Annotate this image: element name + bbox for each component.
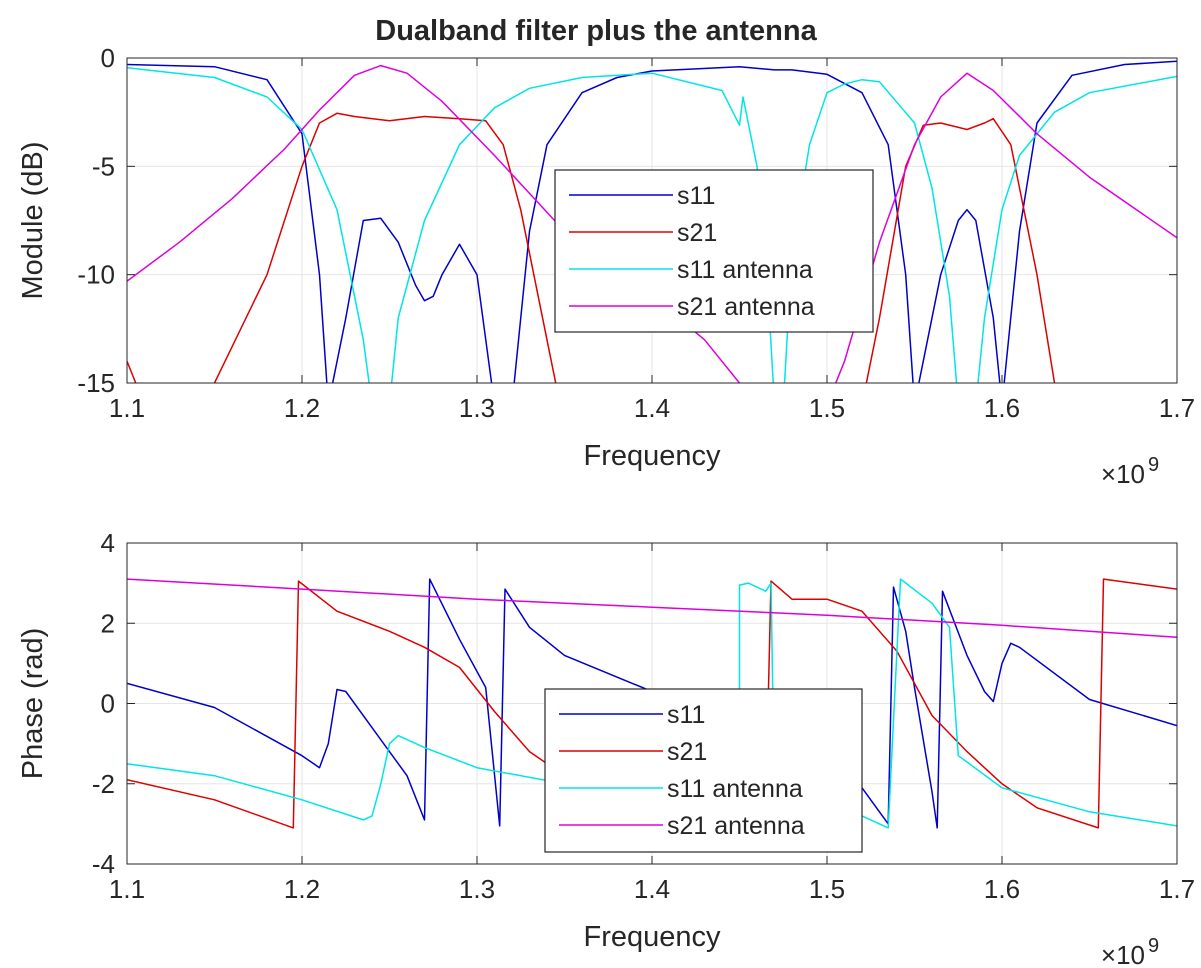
y-tick-label: 2 [101, 608, 115, 638]
y-tick-label: -10 [77, 260, 115, 290]
phase-plot: 1.1 1.2 1.3 1.4 1.5 1.6 1.7 4 2 0 -2 -4 Frequency Pha… [17, 528, 1195, 968]
x-tick-label: 1.7 [1159, 393, 1195, 423]
x-exponent-label: ×10 [1101, 940, 1145, 968]
legend-entry: s21 [677, 219, 717, 247]
chart-title: Dualband filter plus the antenna [375, 15, 817, 47]
y-tick-label: -15 [77, 368, 115, 398]
x-tick-label: 1.2 [284, 874, 320, 904]
x-tick-label: 1.1 [109, 393, 145, 423]
module-plot: 1.1 1.2 1.3 1.4 1.5 1.6 1.7 0 -5 -10 -15 Frequency M… [17, 15, 1195, 489]
legend-entry: s21 antenna [667, 812, 805, 840]
x-axis-label: Frequency [583, 921, 721, 953]
y-axis-label: Phase (rad) [17, 628, 49, 780]
y-tick-label: 4 [101, 528, 115, 558]
series-line-s11 [127, 60, 1177, 383]
x-tick-label: 1.1 [109, 874, 145, 904]
x-tick-label: 1.7 [1159, 874, 1195, 904]
x-tick-label: 1.3 [459, 393, 495, 423]
y-tick-label: 0 [101, 43, 115, 73]
x-tick-label: 1.6 [984, 874, 1020, 904]
y-tick-label: 0 [101, 689, 115, 719]
legend-entry: s11 antenna [667, 775, 803, 803]
legend: s11 s21 s11 antenna s21 antenna [554, 169, 874, 333]
legend-box [554, 169, 874, 333]
legend-entry: s11 antenna [677, 256, 813, 284]
legend-entry: s21 antenna [677, 293, 815, 321]
x-tick-label: 1.5 [809, 393, 845, 423]
y-axis-label: Module (dB) [17, 142, 49, 300]
x-tick-label: 1.3 [459, 874, 495, 904]
y-tick-label: -4 [92, 849, 115, 879]
series-group [127, 578, 1177, 829]
x-tick-label: 1.2 [284, 393, 320, 423]
series-line-s21-antenna [127, 578, 1177, 639]
legend: s11 s21 s11 antenna s21 antenna [544, 688, 863, 853]
legend-entry: s11 [667, 701, 705, 729]
x-tick-label: 1.4 [634, 393, 670, 423]
series-line-s21 [127, 112, 1056, 383]
y-tick-label: -5 [92, 151, 115, 181]
x-axis-label: Frequency [583, 440, 721, 472]
x-exponent: 9 [1148, 935, 1159, 957]
x-exponent: 9 [1148, 454, 1159, 476]
x-tick-label: 1.5 [809, 874, 845, 904]
x-tick-label: 1.4 [634, 874, 670, 904]
series-line-s11-antenna [127, 578, 1177, 829]
x-exponent-label: ×10 [1101, 459, 1145, 489]
x-tick-label: 1.6 [984, 393, 1020, 423]
legend-entry: s21 [667, 738, 707, 766]
y-tick-label: -2 [92, 769, 115, 799]
legend-entry: s11 [677, 182, 715, 210]
